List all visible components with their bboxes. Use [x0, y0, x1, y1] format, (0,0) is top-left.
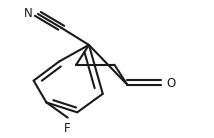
Text: F: F: [64, 122, 71, 135]
Text: N: N: [24, 7, 33, 20]
Text: O: O: [166, 77, 176, 90]
